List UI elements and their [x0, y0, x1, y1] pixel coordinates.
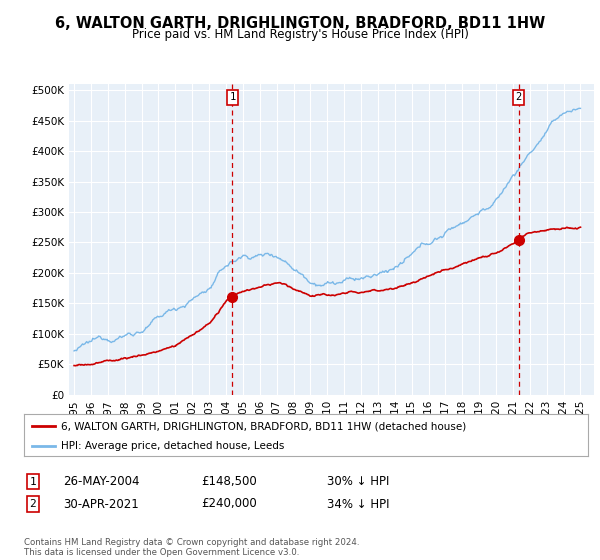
Text: 2: 2	[29, 499, 37, 509]
Text: Contains HM Land Registry data © Crown copyright and database right 2024.
This d: Contains HM Land Registry data © Crown c…	[24, 538, 359, 557]
Text: 26-MAY-2004: 26-MAY-2004	[63, 475, 139, 488]
Text: 6, WALTON GARTH, DRIGHLINGTON, BRADFORD, BD11 1HW (detached house): 6, WALTON GARTH, DRIGHLINGTON, BRADFORD,…	[61, 421, 466, 431]
Text: HPI: Average price, detached house, Leeds: HPI: Average price, detached house, Leed…	[61, 441, 284, 451]
Text: 1: 1	[229, 92, 236, 102]
Text: Price paid vs. HM Land Registry's House Price Index (HPI): Price paid vs. HM Land Registry's House …	[131, 28, 469, 41]
Text: 30-APR-2021: 30-APR-2021	[63, 497, 139, 511]
Text: 34% ↓ HPI: 34% ↓ HPI	[327, 497, 389, 511]
Text: £240,000: £240,000	[201, 497, 257, 511]
Text: £148,500: £148,500	[201, 475, 257, 488]
Text: 6, WALTON GARTH, DRIGHLINGTON, BRADFORD, BD11 1HW: 6, WALTON GARTH, DRIGHLINGTON, BRADFORD,…	[55, 16, 545, 31]
Text: 1: 1	[29, 477, 37, 487]
Text: 30% ↓ HPI: 30% ↓ HPI	[327, 475, 389, 488]
Text: 2: 2	[515, 92, 521, 102]
